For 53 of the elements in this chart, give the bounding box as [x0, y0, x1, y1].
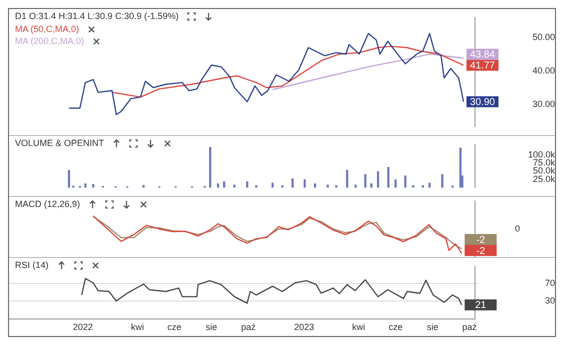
bar: [335, 185, 338, 188]
x-tick-label: cze: [388, 322, 403, 332]
bar: [304, 179, 306, 188]
bar: [68, 170, 70, 188]
x-tick-label: paź: [462, 322, 478, 332]
bar: [412, 185, 414, 188]
text: MA (50,C,MA,0): [15, 24, 80, 34]
bar: [281, 185, 284, 188]
y-tick-label: 100.0k: [528, 149, 556, 160]
x-tick-label: 2023: [294, 322, 314, 332]
bar: [272, 182, 274, 188]
bar: [394, 179, 397, 188]
annotation: 30.90: [470, 96, 496, 108]
x-tick-label: kwi: [352, 322, 366, 332]
x-tick-label: kwi: [130, 322, 144, 332]
annotation: 43.84: [470, 49, 496, 60]
bar: [209, 147, 212, 188]
bar: [346, 170, 348, 188]
x-tick-label: paź: [241, 322, 256, 332]
y-tick-label: 30: [544, 296, 555, 306]
bar: [404, 175, 406, 188]
bar: [428, 182, 431, 188]
annotation: -2: [476, 234, 486, 246]
chart-title: D1 O:31.4 H:31.4 L:30.9 C:30.9 (-1.59%): [15, 11, 179, 21]
y-tick-label: 70: [544, 278, 555, 288]
x-tick-label: sie: [206, 322, 218, 332]
y-tick-label: 25.0k: [532, 174, 556, 184]
bar: [376, 171, 380, 188]
annotation: 21: [475, 300, 487, 312]
bar: [92, 184, 94, 188]
y-tick-label: 30.00: [532, 99, 555, 110]
chart-title: MACD (12,26,9): [15, 199, 80, 209]
y-tick-label: 50.0k: [532, 166, 556, 176]
y-tick-label: 50.00: [532, 32, 555, 42]
text: MA (200,C,MA,0): [15, 36, 84, 46]
bar: [354, 184, 357, 188]
y-tick-label: 40.00: [532, 66, 555, 76]
bar: [441, 174, 444, 188]
x-tick-label: 2022: [72, 322, 93, 332]
annotation: -2: [476, 246, 486, 257]
bar: [387, 166, 390, 188]
chart-title: RSI (14): [15, 260, 49, 270]
text: 0: [515, 223, 520, 234]
bar: [292, 178, 294, 188]
bar: [326, 184, 329, 188]
bar: [233, 184, 236, 188]
annotation: 41.77: [470, 60, 496, 72]
x-tick-label: cze: [167, 322, 182, 332]
bar: [255, 185, 258, 188]
bar: [364, 174, 366, 188]
y-tick-label: 75.0k: [532, 158, 556, 168]
chart-title: VOLUME & OPENINT: [15, 138, 104, 148]
x-tick-label: sie: [426, 322, 438, 332]
